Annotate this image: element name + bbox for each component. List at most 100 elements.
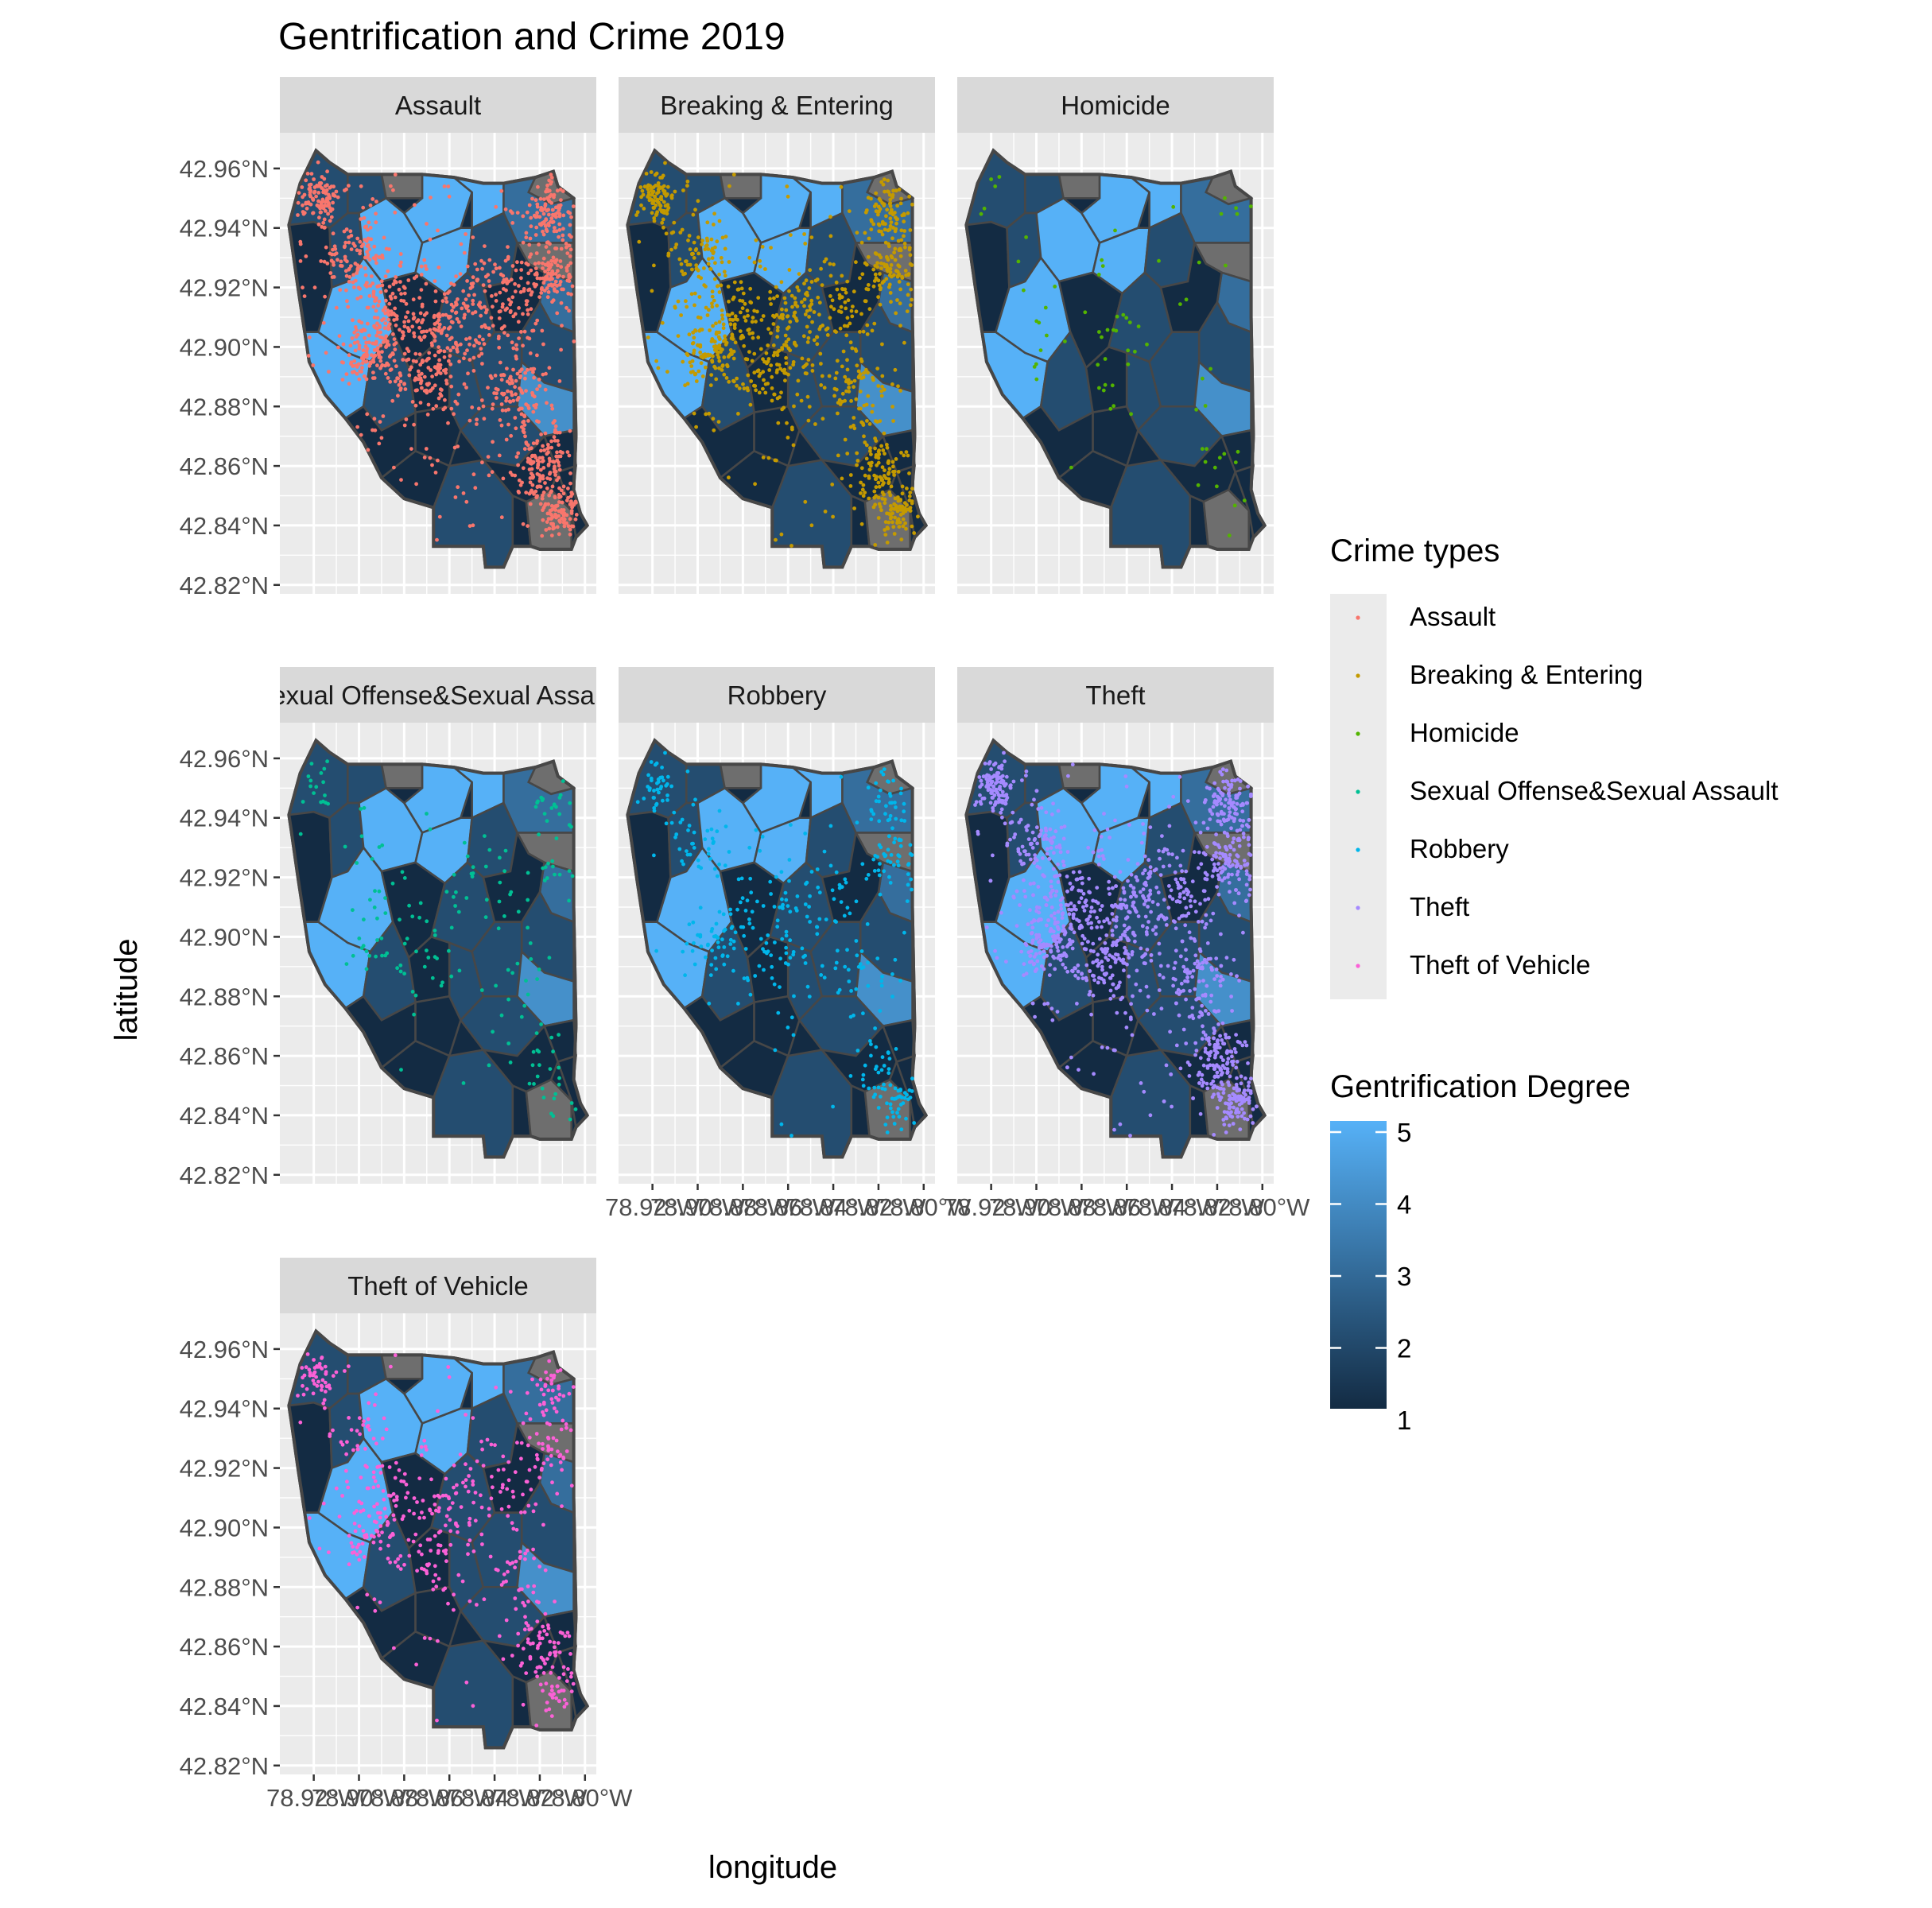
crime-point — [784, 933, 789, 938]
crime-point — [741, 291, 746, 296]
crime-point — [427, 351, 432, 355]
crime-point — [733, 930, 738, 935]
crime-point — [526, 262, 530, 267]
crime-point — [1182, 896, 1187, 901]
crime-point — [1020, 844, 1025, 849]
crime-point — [359, 432, 363, 437]
crime-point — [531, 1049, 536, 1054]
crime-point — [465, 264, 470, 269]
crime-point — [532, 375, 536, 380]
crime-point — [801, 334, 806, 339]
crime-point — [373, 889, 377, 894]
crime-point — [355, 425, 359, 429]
crime-point — [1126, 858, 1131, 862]
crime-point — [323, 204, 327, 207]
crime-point — [1089, 906, 1094, 909]
crime-point — [1063, 339, 1067, 343]
crime-point — [1087, 992, 1092, 997]
crime-point — [778, 956, 782, 961]
crime-point — [541, 506, 546, 510]
crime-point — [473, 310, 478, 314]
crime-point — [1201, 1024, 1205, 1029]
crime-point — [531, 328, 536, 333]
crime-point — [383, 896, 387, 900]
crime-point — [655, 210, 659, 215]
crime-point — [888, 793, 893, 798]
crime-point — [801, 955, 805, 960]
crime-point — [1156, 890, 1161, 895]
crime-point — [890, 520, 894, 525]
crime-point — [390, 291, 395, 296]
crime-point — [899, 818, 904, 823]
crime-point — [442, 184, 447, 188]
crime-point — [541, 276, 545, 281]
crime-point — [1181, 964, 1186, 969]
facet-panel: Breaking & Entering — [619, 77, 935, 594]
crime-point — [844, 290, 848, 295]
crime-point — [568, 532, 572, 537]
crime-point — [904, 526, 908, 531]
crime-point — [393, 379, 398, 384]
crime-point — [447, 948, 451, 953]
crime-point — [860, 487, 865, 492]
crime-point — [1000, 793, 1004, 797]
crime-point — [540, 460, 545, 463]
crime-point — [893, 836, 898, 841]
crime-point — [832, 307, 836, 312]
crime-point — [1246, 1084, 1251, 1088]
crime-point — [1201, 1063, 1206, 1068]
crime-point — [425, 359, 429, 363]
crime-point — [532, 403, 537, 408]
crime-point — [991, 789, 995, 793]
crime-point — [908, 843, 913, 847]
crime-point — [902, 229, 907, 233]
crime-point — [907, 1088, 912, 1092]
crime-point — [529, 224, 533, 229]
crime-point — [502, 287, 506, 291]
crime-point — [1208, 1042, 1212, 1046]
crime-point — [874, 191, 879, 196]
crime-point — [753, 974, 758, 978]
crime-point — [1059, 825, 1064, 830]
crime-point — [861, 494, 866, 498]
crime-point — [571, 502, 575, 506]
crime-point — [717, 809, 722, 813]
crime-point — [523, 376, 527, 381]
crime-point — [384, 289, 388, 293]
crime-point — [490, 294, 494, 298]
crime-point — [1200, 1003, 1205, 1008]
crime-point — [352, 370, 356, 374]
crime-point — [436, 228, 440, 233]
crime-point — [1101, 978, 1106, 983]
crime-point — [710, 836, 715, 841]
crime-point — [866, 785, 871, 790]
crime-point — [691, 802, 696, 807]
crime-point — [909, 877, 914, 882]
crime-point — [525, 367, 530, 372]
crime-point — [805, 293, 809, 297]
crime-point — [1008, 837, 1012, 842]
crime-point — [795, 285, 800, 289]
crime-point — [509, 433, 514, 438]
crime-point — [418, 401, 423, 405]
crime-point — [801, 365, 805, 370]
crime-point — [564, 245, 568, 250]
crime-point — [815, 867, 820, 871]
crime-point — [749, 890, 754, 895]
crime-point — [722, 372, 727, 377]
crime-point — [652, 216, 657, 220]
crime-point — [665, 798, 669, 802]
crime-point — [890, 460, 895, 464]
crime-point — [885, 207, 890, 212]
crime-point — [658, 207, 662, 211]
crime-point — [1216, 799, 1220, 804]
crime-point — [1232, 901, 1237, 906]
crime-point — [900, 484, 905, 489]
crime-point — [471, 871, 475, 875]
crime-point — [729, 926, 734, 930]
crime-point — [876, 1106, 881, 1110]
crime-point — [993, 948, 997, 953]
crime-point — [683, 973, 687, 978]
crime-point — [1222, 812, 1226, 816]
crime-point — [304, 254, 308, 258]
